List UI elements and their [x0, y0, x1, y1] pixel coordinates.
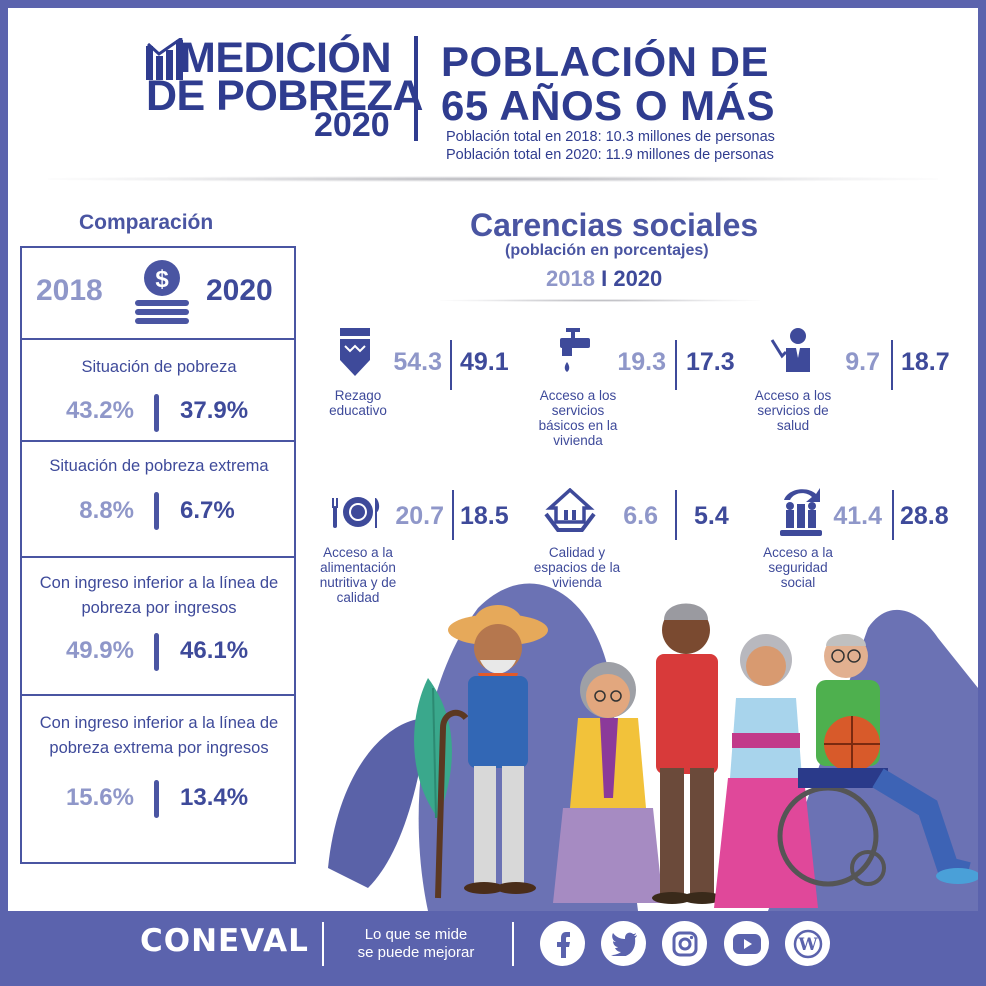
page-title-line1: POBLACIÓN DE: [441, 38, 770, 85]
carencias-year-2020: 2020: [613, 266, 663, 291]
row-value-2020: 46.1%: [180, 637, 249, 664]
row-value-2018: 49.9%: [65, 637, 134, 664]
carencias-year-2018: 2018: [546, 266, 595, 291]
indicator-value-2018: 6.6: [623, 502, 658, 530]
divider: [20, 556, 296, 558]
header-shadow-divider: [48, 176, 938, 182]
divider: [20, 440, 296, 442]
footer-divider: [512, 922, 514, 966]
row-label-pobreza: Situación de pobreza: [81, 358, 237, 376]
indicator-value-2018: 20.7: [395, 502, 444, 530]
comparison-year-2020: 2020: [206, 274, 273, 307]
indicator-separator: [450, 340, 452, 390]
footer-slogan: Lo que se mide se puede mejorar: [336, 926, 496, 962]
carencias-year-separator: I: [601, 266, 608, 291]
indicator-separator: [675, 340, 677, 390]
population-2018: Población total en 2018: 10.3 millones d…: [446, 129, 775, 145]
row-label-linea-pobreza-extrema: Con ingreso inferior a la línea de pobre…: [39, 714, 279, 757]
indicator-value-2018: 41.4: [833, 502, 882, 530]
water-tap-icon: [560, 328, 590, 372]
indicator-label-servicios-basicos: Acceso a los servicios básicos en la viv…: [538, 388, 618, 448]
footer-slogan-line1: Lo que se mide: [364, 926, 468, 943]
social-security-icon: [780, 488, 822, 536]
indicator-separator: [452, 490, 454, 540]
house-hands-icon: [544, 488, 596, 532]
row-value-2020: 6.7%: [180, 497, 235, 524]
bar-chart-logo-icon: [146, 38, 183, 80]
indicator-value-2018: 19.3: [617, 348, 666, 376]
footer-divider: [322, 922, 324, 966]
divider: [20, 338, 296, 340]
carencias-divider: [440, 299, 760, 302]
value-separator: [154, 633, 159, 671]
indicator-label-salud: Acceso a los servicios de salud: [754, 388, 832, 433]
indicator-label-vivienda: Calidad y espacios de la vivienda: [533, 545, 621, 590]
value-separator: [154, 394, 159, 432]
indicator-label-seguridad-social: Acceso a la seguridad social: [763, 545, 833, 590]
indicator-value-2020: 18.7: [901, 348, 950, 376]
population-2020: Población total en 2020: 11.9 millones d…: [446, 147, 774, 163]
indicator-separator: [892, 490, 894, 540]
row-label-linea-pobreza: Con ingreso inferior a la línea de pobre…: [39, 574, 279, 617]
indicator-value-2020: 5.4: [694, 502, 729, 530]
comparison-title: Comparación: [79, 211, 214, 234]
row-value-2020: 37.9%: [180, 397, 249, 424]
value-separator: [154, 492, 159, 530]
indicator-label-rezago: Rezago educativo: [329, 388, 387, 418]
brand-line1: MEDICIÓN: [180, 34, 392, 82]
row-value-2018: 15.6%: [65, 784, 134, 811]
indicator-value-2020: 28.8: [900, 502, 949, 530]
indicator-value-2020: 49.1: [460, 348, 509, 376]
coneval-logo: CONEVAL: [140, 923, 309, 959]
money-stack-icon: $: [135, 260, 189, 324]
header-divider: [414, 36, 418, 141]
brand-line2: DE POBREZA: [146, 72, 423, 120]
youtube-icon[interactable]: [724, 921, 769, 966]
pencil-icon: [340, 328, 370, 376]
carencias-subtitle: (población en porcentajes): [505, 242, 709, 259]
indicator-value-2020: 18.5: [460, 502, 509, 530]
comparison-year-2018: 2018: [36, 274, 103, 307]
brand-year: 2020: [314, 106, 390, 144]
plate-cutlery-icon: [332, 497, 380, 528]
facebook-icon[interactable]: [540, 921, 585, 966]
svg-text:W: W: [797, 935, 818, 955]
page-title-line2: 65 AÑOS O MÁS: [441, 82, 776, 129]
row-value-2020: 13.4%: [180, 784, 249, 811]
indicator-value-2018: 9.7: [845, 348, 880, 376]
carencias-title: Carencias sociales: [470, 207, 759, 243]
value-separator: [154, 780, 159, 818]
svg-text:$: $: [155, 266, 169, 293]
divider: [20, 694, 296, 696]
row-value-2018: 43.2%: [65, 397, 134, 424]
indicator-separator: [675, 490, 677, 540]
row-value-2018: 8.8%: [79, 497, 134, 524]
elderly-people-illustration: [328, 583, 978, 911]
infographic-card: MEDICIÓN DE POBREZA 2020 POBLACIÓN DE 65…: [8, 8, 978, 911]
indicator-value-2018: 54.3: [393, 348, 442, 376]
instagram-icon[interactable]: [662, 921, 707, 966]
row-label-pobreza-extrema: Situación de pobreza extrema: [49, 457, 269, 475]
footer-slogan-line2: se puede mejorar: [357, 944, 475, 961]
carencias-years: 2018 I 2020: [546, 266, 662, 292]
comparison-box: [20, 246, 296, 864]
doctor-icon: [770, 328, 810, 372]
indicator-separator: [891, 340, 893, 390]
indicator-value-2020: 17.3: [686, 348, 735, 376]
twitter-icon[interactable]: [601, 921, 646, 966]
wordpress-icon[interactable]: W: [785, 921, 830, 966]
indicator-label-alimentacion: Acceso a la alimentación nutritiva y de …: [319, 545, 397, 605]
